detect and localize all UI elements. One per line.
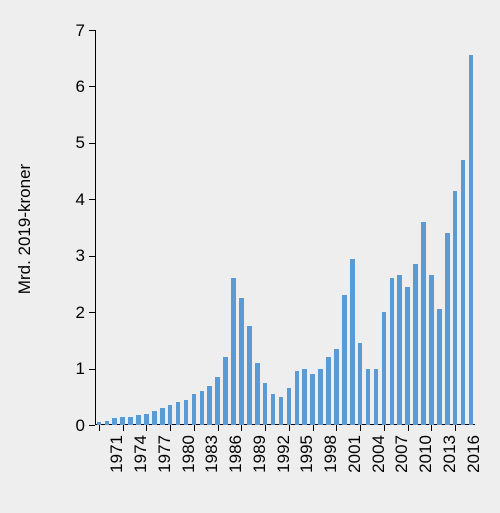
y-tick-mark	[89, 312, 95, 313]
bar	[469, 55, 474, 425]
bar	[200, 391, 205, 425]
y-tick-mark	[89, 425, 95, 426]
x-tick-label: 1983	[202, 435, 222, 495]
x-tick-mark	[384, 425, 385, 431]
x-tick-mark	[455, 425, 456, 431]
bar	[184, 400, 189, 425]
y-tick-label: 3	[55, 246, 85, 266]
bar	[382, 312, 387, 425]
bar	[136, 415, 141, 425]
x-tick-label: 1986	[226, 435, 246, 495]
bar	[326, 357, 331, 425]
x-tick-mark	[123, 425, 124, 431]
y-tick-label: 4	[55, 190, 85, 210]
x-tick-mark	[336, 425, 337, 431]
x-tick-label: 2007	[392, 435, 412, 495]
bar	[461, 160, 466, 425]
x-tick-label: 1980	[179, 435, 199, 495]
x-tick-label: 1992	[274, 435, 294, 495]
x-tick-label: 2013	[440, 435, 460, 495]
bar	[366, 369, 371, 425]
bar	[302, 369, 307, 425]
bar	[247, 326, 252, 425]
x-tick-label: 2016	[464, 435, 484, 495]
bar	[334, 349, 339, 425]
y-tick-mark	[89, 30, 95, 31]
bar	[318, 369, 323, 425]
bar	[168, 405, 173, 425]
bar	[413, 264, 418, 425]
bar	[255, 363, 260, 425]
bar	[271, 394, 276, 425]
bar	[192, 394, 197, 425]
y-axis-label: Mrd. 2019-kroner	[15, 129, 35, 329]
bar	[429, 275, 434, 425]
bar	[239, 298, 244, 425]
bar	[445, 233, 450, 425]
x-tick-label: 1995	[297, 435, 317, 495]
bar	[310, 374, 315, 425]
x-tick-mark	[360, 425, 361, 431]
bar	[295, 371, 300, 425]
x-tick-mark	[170, 425, 171, 431]
x-tick-mark	[194, 425, 195, 431]
bar	[374, 369, 379, 425]
bar	[144, 414, 149, 425]
bar	[176, 402, 181, 425]
bar	[350, 259, 355, 425]
bar	[390, 278, 395, 425]
plot-area	[95, 30, 475, 425]
y-tick-mark	[89, 199, 95, 200]
bar	[128, 417, 133, 425]
x-tick-mark	[265, 425, 266, 431]
bar	[342, 295, 347, 425]
x-tick-label: 1989	[250, 435, 270, 495]
x-tick-mark	[218, 425, 219, 431]
bar	[112, 418, 117, 425]
bar	[152, 411, 157, 425]
x-tick-label: 1974	[131, 435, 151, 495]
chart-container: Mrd. 2019-kroner 01234567197119741977198…	[0, 0, 500, 513]
y-tick-label: 5	[55, 133, 85, 153]
x-tick-mark	[408, 425, 409, 431]
bar	[397, 275, 402, 425]
bar	[287, 388, 292, 425]
bar	[160, 408, 165, 425]
x-tick-label: 1977	[155, 435, 175, 495]
y-tick-mark	[89, 86, 95, 87]
y-tick-mark	[89, 256, 95, 257]
bar	[207, 386, 212, 426]
bar	[405, 287, 410, 425]
bar	[358, 343, 363, 425]
bar	[437, 309, 442, 425]
bar	[421, 222, 426, 425]
y-tick-label: 1	[55, 359, 85, 379]
bar	[453, 191, 458, 425]
y-tick-label: 2	[55, 303, 85, 323]
x-tick-mark	[313, 425, 314, 431]
x-tick-label: 2010	[416, 435, 436, 495]
x-tick-mark	[241, 425, 242, 431]
x-tick-label: 2001	[345, 435, 365, 495]
bar	[231, 278, 236, 425]
x-tick-label: 1998	[321, 435, 341, 495]
y-tick-label: 6	[55, 77, 85, 97]
bar	[279, 397, 284, 425]
bar	[120, 417, 125, 425]
y-axis-line	[95, 30, 96, 425]
y-tick-label: 0	[55, 416, 85, 436]
x-tick-mark	[289, 425, 290, 431]
y-tick-label: 7	[55, 21, 85, 41]
bar	[105, 421, 110, 426]
y-tick-mark	[89, 369, 95, 370]
bar	[263, 383, 268, 425]
x-tick-mark	[431, 425, 432, 431]
y-tick-mark	[89, 143, 95, 144]
bar	[215, 377, 220, 425]
bar	[223, 357, 228, 425]
x-tick-label: 1971	[107, 435, 127, 495]
x-tick-mark	[99, 425, 100, 431]
x-tick-mark	[146, 425, 147, 431]
x-tick-label: 2004	[369, 435, 389, 495]
